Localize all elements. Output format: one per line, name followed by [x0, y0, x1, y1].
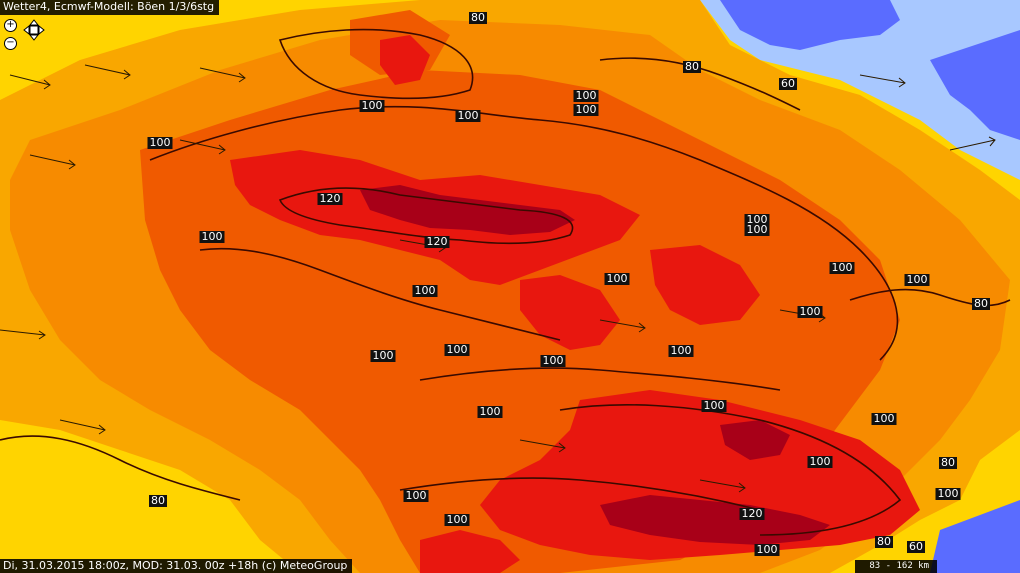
- isoline-label: 80: [683, 60, 701, 73]
- isoline-label: 100: [147, 136, 173, 149]
- isoline-label: 100: [403, 489, 429, 502]
- gust-zone-darkred-south: [600, 495, 830, 545]
- isoline-label: 100: [199, 230, 225, 243]
- zoom-in-button[interactable]: +: [4, 19, 17, 32]
- isoline-label: 100: [370, 349, 396, 362]
- map-title: Wetter4, Ecmwf-Modell: Böen 1/3/6stg: [0, 0, 220, 15]
- isoline-label: 60: [907, 540, 925, 553]
- map-info-footer: Di, 31.03.2015 18:00z, MOD: 31.03. 00z +…: [0, 559, 353, 573]
- isoline-label: 100: [573, 89, 599, 102]
- gust-zone-red-middle: [520, 275, 620, 350]
- isoline-label: 80: [149, 494, 167, 507]
- isoline-label: 80: [939, 456, 957, 469]
- isoline-label: 100: [359, 99, 385, 112]
- map-navigation: + −: [3, 17, 49, 55]
- isoline-label: 80: [469, 11, 487, 24]
- isoline-label: 80: [972, 297, 990, 310]
- isoline-label: 100: [412, 284, 438, 297]
- isoline-label: 100: [444, 343, 470, 356]
- isoline-label: 100: [604, 272, 630, 285]
- gust-zone-red-north: [380, 35, 430, 85]
- isoline-label: 100: [668, 344, 694, 357]
- isoline-label: 100: [444, 513, 470, 526]
- isoline-label: 80: [875, 535, 893, 548]
- gust-zone-blue-east: [930, 30, 1020, 140]
- isoline-label: 60: [779, 77, 797, 90]
- gust-zone-blue-se: [930, 500, 1020, 573]
- isoline-label: 100: [701, 399, 727, 412]
- gust-zone-darkred-se: [720, 420, 790, 460]
- isoline-label: 100: [829, 261, 855, 274]
- isoline-label: 100: [871, 412, 897, 425]
- isoline-label: 100: [807, 455, 833, 468]
- isoline-label: 100: [573, 103, 599, 116]
- isoline-label: 100: [797, 305, 823, 318]
- isoline-label: 120: [739, 507, 765, 520]
- scale-bar: 83 - 162 km: [855, 560, 937, 573]
- gust-zone-red-south: [480, 390, 920, 560]
- gust-zone-blue-north: [720, 0, 900, 50]
- isoline-label: 100: [744, 223, 770, 236]
- isoline-label: 100: [540, 354, 566, 367]
- isoline-label: 100: [744, 213, 770, 226]
- isoline-label: 100: [754, 543, 780, 556]
- isoline-label: 120: [424, 235, 450, 248]
- isoline-label: 100: [935, 487, 961, 500]
- isoline-label: 100: [904, 273, 930, 286]
- isoline-label: 100: [477, 405, 503, 418]
- isolines: [0, 28, 1011, 536]
- pan-arrows-icon[interactable]: [23, 19, 45, 41]
- isoline-label: 120: [317, 192, 343, 205]
- isoline-label: 100: [455, 109, 481, 122]
- gust-zone-red-southwest: [420, 530, 520, 573]
- zoom-out-button[interactable]: −: [4, 37, 17, 50]
- gust-zone-red-east: [650, 245, 760, 325]
